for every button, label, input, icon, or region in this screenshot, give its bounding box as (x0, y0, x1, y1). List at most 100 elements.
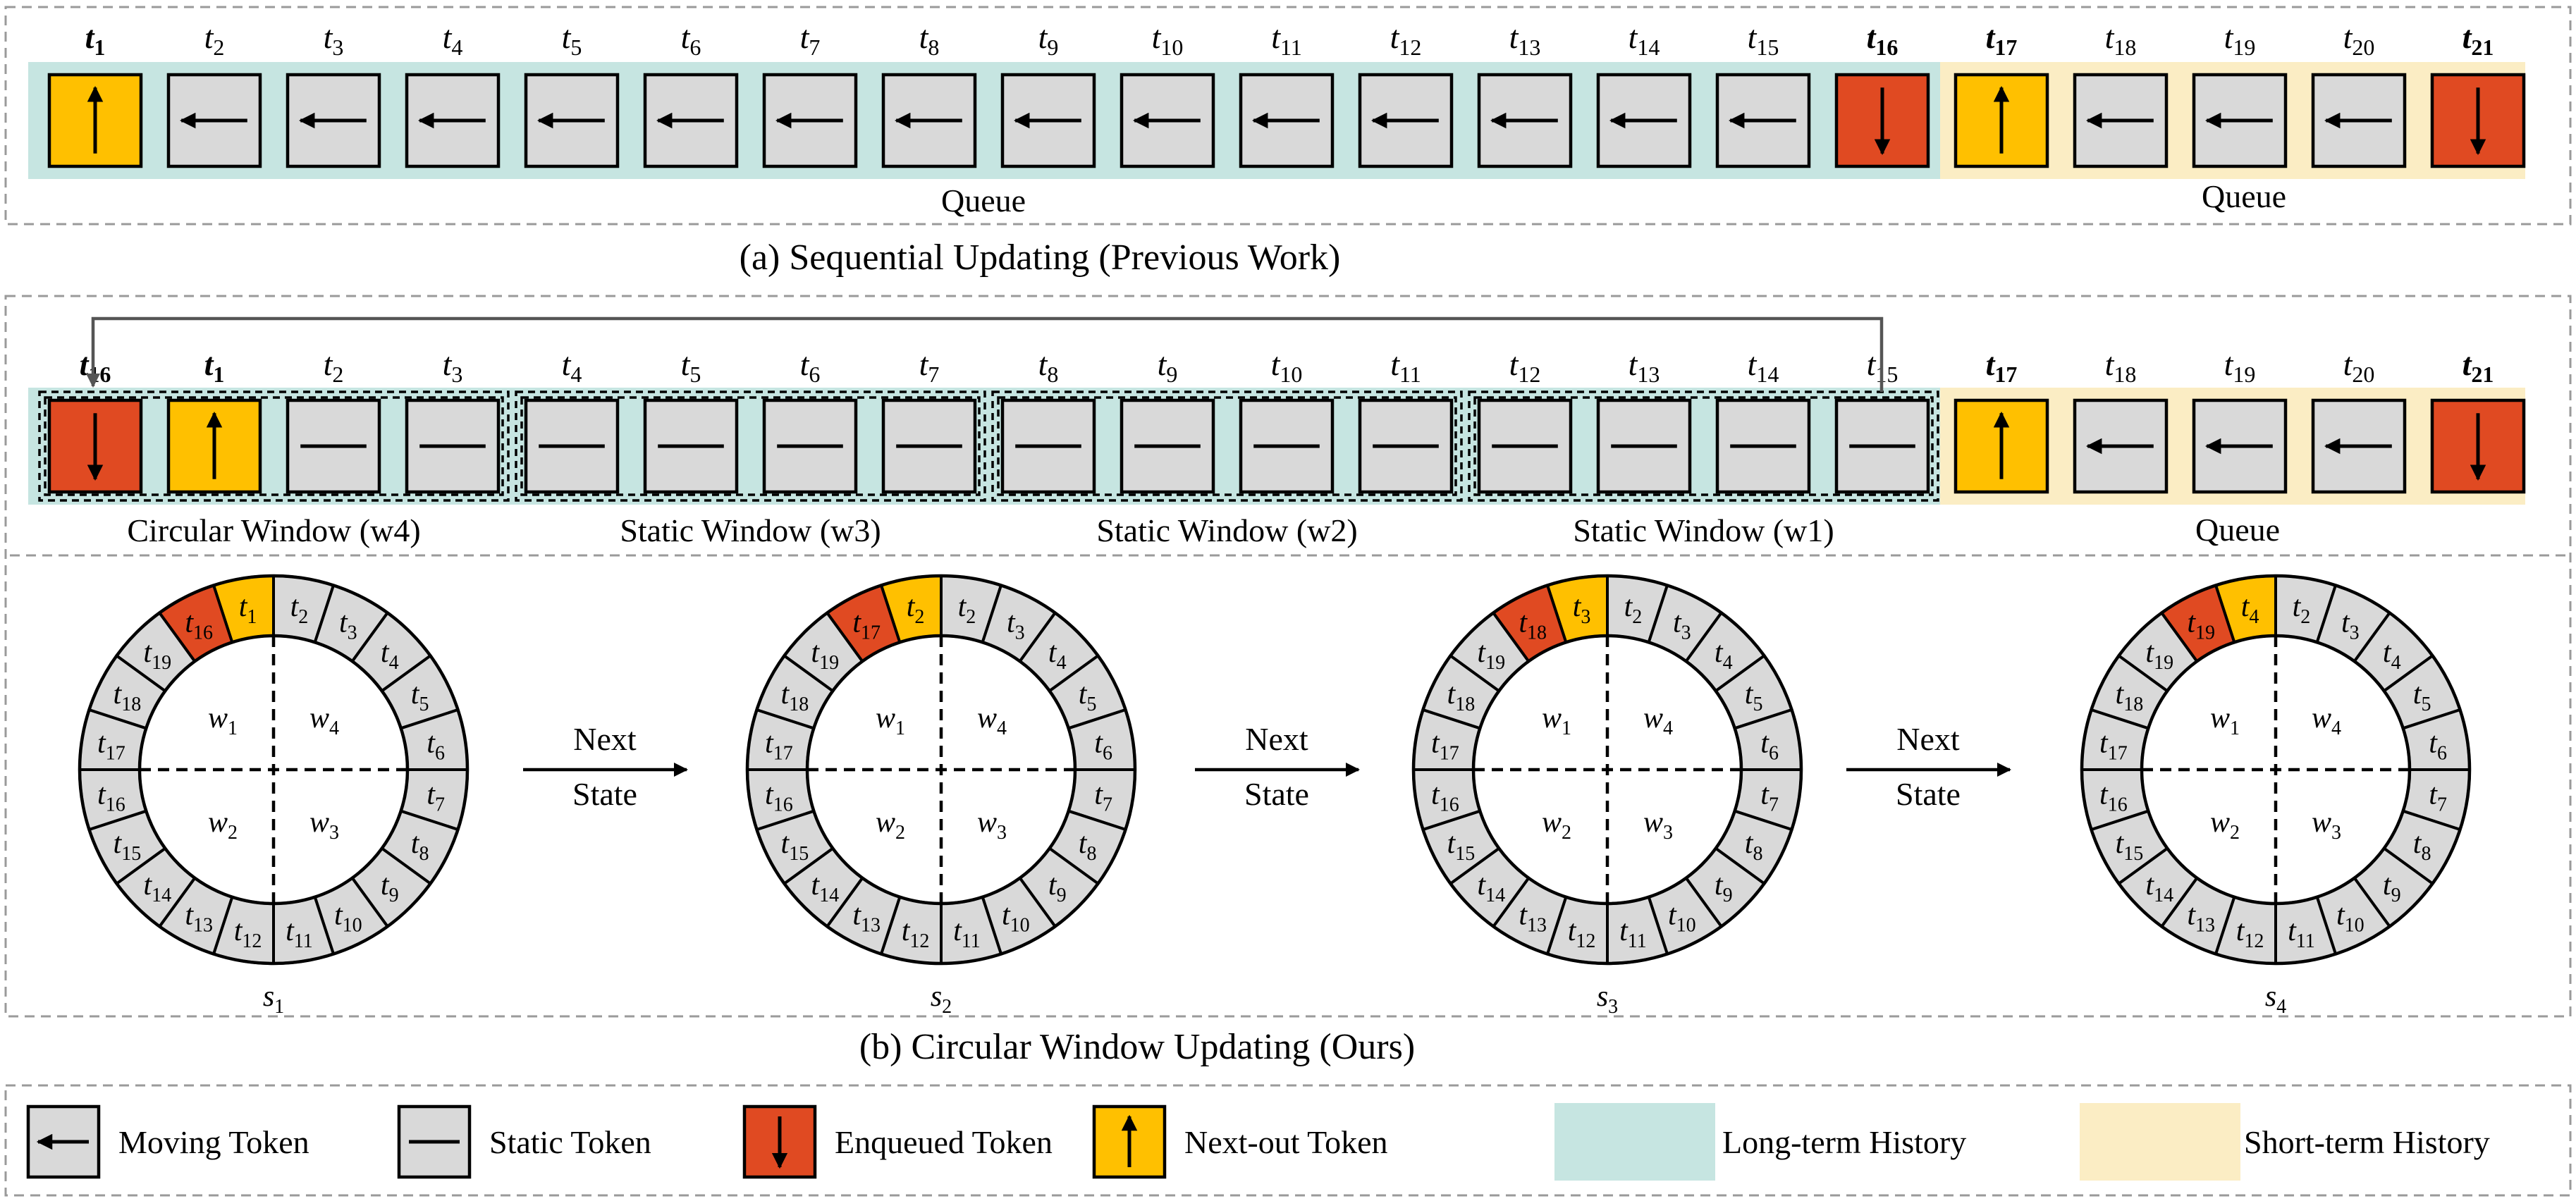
ring-segment-label: t18 (114, 678, 142, 715)
window-quadrant-label: w2 (876, 806, 905, 844)
static-token (762, 398, 858, 494)
moving-token (286, 73, 381, 168)
moving-token (2311, 398, 2407, 494)
ring-segment-label: t11 (286, 915, 313, 952)
token-label: t13 (1629, 346, 1660, 387)
window-quadrant-label: w3 (977, 806, 1007, 844)
ring-segment-label: t14 (143, 869, 171, 906)
token-label: t16 (1867, 19, 1899, 60)
next-state-arrow: Next State (523, 721, 689, 812)
ring-segment-label: t4 (1715, 636, 1733, 674)
panel-b-token-row: t16 t1 t2 t3 t4 t5 t6 t7 t8 t9 t10 t11 t12 t13 t14 t15 t… (47, 346, 2526, 494)
window-box-inner (997, 396, 1457, 496)
token-label: t19 (2224, 346, 2256, 387)
ring-segment-label: t13 (1519, 899, 1547, 937)
ring-segment-label: t3 (1007, 606, 1025, 643)
next-out-token (47, 73, 143, 168)
state-label: s1 (263, 980, 284, 1018)
ring-segment-label: t17 (97, 727, 125, 765)
long-term-swatch (1554, 1103, 1715, 1181)
window-quadrant-label: w1 (2210, 702, 2240, 739)
static-token (1715, 398, 1811, 494)
next-out-token (1954, 398, 2049, 494)
ring-segment-label: t12 (902, 915, 930, 952)
ring-segment-label: t16 (1431, 778, 1459, 815)
next-state-label-line2: State (1896, 776, 1961, 812)
ring-segment-label: t17 (2099, 727, 2128, 765)
enqueued-token (47, 398, 143, 494)
panel-b-caption: (b) Circular Window Updating (Ours) (859, 1027, 1415, 1067)
token-label: t14 (1629, 19, 1660, 60)
token-label: t1 (85, 19, 106, 60)
window-boxes (38, 390, 1939, 502)
ring-outer (2080, 574, 2472, 966)
token-label: t12 (1509, 346, 1541, 387)
ring-segment-label: t4 (381, 636, 399, 674)
token-label: t3 (324, 19, 344, 60)
ring-segment-label: t5 (411, 678, 429, 715)
token-label: t17 (1986, 346, 2018, 387)
token-label: t15 (1867, 346, 1899, 387)
static-token (1358, 398, 1454, 494)
legend-label: Moving Token (118, 1124, 309, 1160)
token-label: t17 (1986, 19, 2018, 60)
ring-segment-label: t11 (953, 915, 981, 952)
moving-token (166, 73, 262, 168)
window-labels: Circular Window (w4) Static Window (w3) St… (127, 512, 1834, 548)
window-quadrant-label: w1 (208, 702, 238, 739)
panel-a-token-row: t1 t2 t3 t4 t5 t6 t7 t8 t9 t10 t11 t12 t13 t14 t15 t16 t… (47, 19, 2526, 168)
moving-token (1239, 73, 1335, 168)
moving-token (643, 73, 739, 168)
ring-segment-label: t19 (1477, 636, 1505, 674)
ring-segment-label: t6 (427, 727, 445, 765)
window-box-inner (1473, 396, 1934, 496)
token-label: t2 (204, 19, 225, 60)
window-quadrant-label: w3 (2312, 806, 2341, 844)
ring-segment-label: t9 (2383, 869, 2401, 906)
token-label: t20 (2343, 346, 2375, 387)
window-quadrant-label: w2 (1542, 806, 1571, 844)
ring-segment-label: t12 (234, 915, 262, 952)
ring-segment-label: t7 (1094, 778, 1112, 815)
token-label: t4 (443, 19, 463, 60)
next-out-token (166, 398, 262, 494)
token-label: t6 (681, 19, 701, 60)
panel-a-caption: (a) Sequential Updating (Previous Work) (740, 238, 1341, 278)
ring-segment-label: t16 (765, 778, 793, 815)
legend: Moving Token Static Token Enqueued Token Ne… (26, 1103, 2490, 1181)
token-label: t5 (681, 346, 701, 387)
ring-segment-label: t15 (2116, 827, 2144, 865)
ring-segment-label: t13 (852, 899, 881, 937)
ring-segment-label: t4 (1048, 636, 1067, 674)
moving-token (1477, 73, 1573, 168)
next-state-label-line1: Next (573, 721, 637, 757)
token-label: t13 (1509, 19, 1541, 60)
window-box (515, 390, 986, 502)
static-token (1120, 398, 1215, 494)
ring-segment-label: t8 (1745, 827, 1763, 865)
static-token (405, 398, 501, 494)
legend-label: Next-out Token (1184, 1124, 1388, 1160)
window-quadrant-label: w4 (1643, 702, 1673, 739)
ring-segment-label: t4 (2383, 636, 2401, 674)
enqueue-feedback-arrow (85, 316, 1884, 392)
token-label: t7 (919, 346, 940, 387)
window-quadrant-label: w4 (2312, 702, 2341, 739)
moving-token (2073, 73, 2169, 168)
token-label: t10 (1271, 346, 1303, 387)
token-label: t15 (1748, 19, 1779, 60)
panel-b-queue-label: Queue (2195, 512, 2280, 548)
moving-token (524, 73, 620, 168)
window-quadrant-label: w2 (2210, 806, 2240, 844)
ring-segment-label: t6 (1094, 727, 1112, 765)
next-state-label-line2: State (572, 776, 637, 812)
enqueued-token (2430, 398, 2526, 494)
moving-token (1715, 73, 1811, 168)
window-label: Static Window (w1) (1573, 512, 1834, 548)
ring-segment-label: t6 (2429, 727, 2447, 765)
window-box (1468, 390, 1939, 502)
token-label: t6 (800, 346, 821, 387)
circular-states: t1 t2 t3t4t5t6t7t8t9t10t11t12t13t14t15t16t… (78, 574, 2472, 1018)
static-token (881, 398, 977, 494)
